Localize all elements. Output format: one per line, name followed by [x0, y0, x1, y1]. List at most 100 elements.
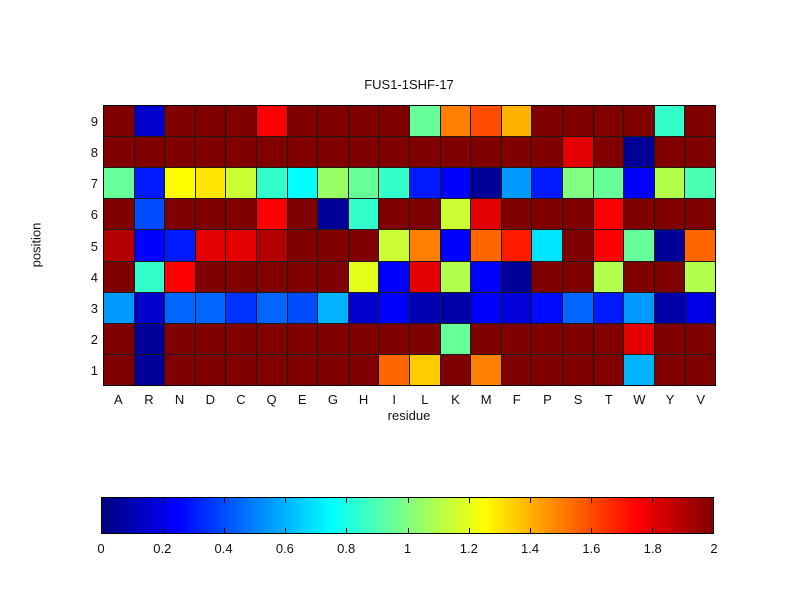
heatmap-cell	[471, 168, 501, 199]
heatmap-cell	[654, 354, 685, 385]
heatmap-cell	[624, 323, 654, 354]
colorbar-tick-mark	[407, 498, 409, 503]
heatmap-cell	[440, 292, 471, 323]
heatmap-cell	[471, 292, 501, 323]
heatmap-cell	[501, 323, 532, 354]
heatmap-cell	[257, 106, 287, 137]
heatmap-cell	[318, 137, 348, 168]
heatmap-cell	[593, 354, 624, 385]
y-tick-label: 6	[90, 207, 98, 223]
heatmap-cell	[501, 261, 532, 292]
colorbar-tick-mark	[224, 528, 226, 533]
heatmap-cell	[410, 323, 440, 354]
heatmap-cell	[257, 137, 287, 168]
x-tick-label: I	[392, 392, 396, 407]
heatmap-cell	[287, 354, 318, 385]
heatmap-cell	[532, 323, 562, 354]
heatmap-cell	[287, 230, 318, 261]
heatmap-cell	[195, 323, 226, 354]
colorbar-tick-mark	[224, 498, 226, 503]
heatmap-cell	[685, 230, 715, 261]
heatmap-cell	[379, 168, 409, 199]
heatmap-cell	[532, 199, 562, 230]
y-tick-label: 8	[90, 144, 98, 160]
heatmap-cell	[624, 199, 654, 230]
colorbar-tick-mark	[346, 498, 348, 503]
heatmap-cell	[563, 261, 593, 292]
x-tick-label: N	[174, 392, 185, 407]
heatmap-cell	[532, 354, 562, 385]
heatmap-cell	[410, 199, 440, 230]
heatmap-cell	[685, 354, 715, 385]
colorbar-tick-mark	[590, 528, 592, 533]
heatmap-cell	[165, 261, 195, 292]
heatmap-cell	[379, 137, 409, 168]
heatmap-cell	[257, 230, 287, 261]
y-tick-label: 2	[90, 332, 98, 348]
x-tick-label: T	[604, 392, 613, 407]
heatmap-cell	[379, 323, 409, 354]
heatmap-cell	[593, 106, 624, 137]
heatmap-cell	[318, 199, 348, 230]
heatmap-cell	[685, 168, 715, 199]
heatmap-cell	[318, 354, 348, 385]
colorbar-tick-mark	[285, 528, 287, 533]
heatmap-cell	[134, 137, 165, 168]
heatmap-cell	[654, 168, 685, 199]
heatmap-cell	[104, 354, 134, 385]
heatmap-cell	[134, 323, 165, 354]
heatmap-cell	[532, 292, 562, 323]
heatmap-cell	[471, 230, 501, 261]
heatmap-cell	[165, 168, 195, 199]
heatmap-cell	[348, 168, 379, 199]
heatmap-cell	[226, 137, 256, 168]
colorbar-tick-label: 1	[403, 541, 412, 556]
heatmap-cell	[104, 323, 134, 354]
colorbar-tick-mark	[163, 528, 165, 533]
heatmap-cell	[287, 323, 318, 354]
heatmap-cell	[563, 230, 593, 261]
heatmap-cell	[624, 261, 654, 292]
x-tick-label: A	[113, 392, 123, 407]
heatmap-cell	[134, 230, 165, 261]
heatmap-cell	[226, 354, 256, 385]
heatmap-cell	[410, 230, 440, 261]
heatmap-cell	[440, 199, 471, 230]
heatmap-cell	[165, 354, 195, 385]
y-tick-label: 1	[90, 363, 98, 379]
heatmap-cell	[501, 354, 532, 385]
heatmap-cell	[685, 106, 715, 137]
heatmap-cell	[257, 199, 287, 230]
heatmap-cell	[593, 230, 624, 261]
colorbar-tick-label: 1.4	[521, 541, 540, 556]
heatmap-cell	[379, 106, 409, 137]
heatmap-cell	[501, 292, 532, 323]
heatmap-cell	[440, 137, 471, 168]
heatmap-cell	[318, 261, 348, 292]
colorbar-tick-label: 0.4	[214, 541, 233, 556]
colorbar-tick-mark	[468, 498, 470, 503]
heatmap-cell	[318, 292, 348, 323]
heatmap-cell	[134, 106, 165, 137]
x-tick-label: Q	[266, 392, 277, 407]
heatmap-cell	[348, 137, 379, 168]
heatmap-cell	[287, 292, 318, 323]
heatmap-cell	[593, 168, 624, 199]
heatmap-cell	[165, 292, 195, 323]
heatmap-cell	[563, 106, 593, 137]
heatmap-cell	[195, 137, 226, 168]
heatmap-cell	[624, 230, 654, 261]
y-tick-label: 4	[90, 269, 98, 285]
heatmap-cell	[287, 199, 318, 230]
x-tick-label: D	[205, 392, 215, 407]
heatmap-cell	[165, 106, 195, 137]
heatmap-cell	[287, 137, 318, 168]
heatmap-cell	[379, 292, 409, 323]
heatmap-cell	[563, 323, 593, 354]
heatmap-cell	[654, 199, 685, 230]
heatmap-cell	[348, 323, 379, 354]
heatmap-cell	[593, 292, 624, 323]
heatmap-cell	[654, 261, 685, 292]
x-tick-label: M	[480, 392, 492, 407]
x-tick-label: F	[512, 392, 521, 407]
